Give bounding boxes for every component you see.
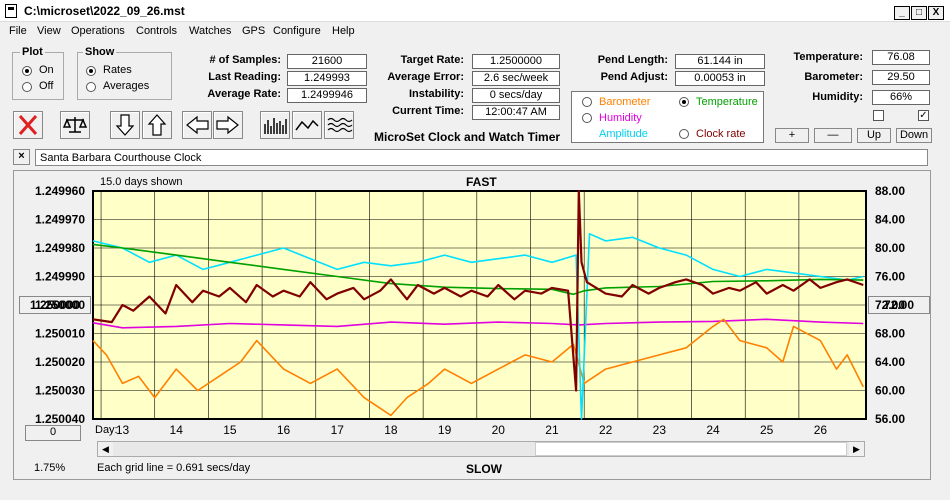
y-right-tick-label: 72.00 bbox=[875, 298, 905, 312]
y-right-tick-label: 56.00 bbox=[875, 412, 905, 426]
x-tick-label: 25 bbox=[760, 423, 774, 437]
y-left-tick-label: 1.249970 bbox=[35, 213, 85, 227]
y-left-tick-label: 1.250030 bbox=[35, 384, 85, 398]
y-left-tick-label: 1.250000 bbox=[35, 298, 85, 312]
y-left-tick-label: 1.249990 bbox=[35, 270, 85, 284]
y-left-tick-label: 1.249980 bbox=[35, 241, 85, 255]
x-tick-label: 15 bbox=[223, 423, 237, 437]
x-tick-label: 13 bbox=[116, 423, 130, 437]
y-left-tick-label: 1.249960 bbox=[35, 184, 85, 198]
y-right-tick-label: 84.00 bbox=[875, 213, 905, 227]
x-tick-label: 26 bbox=[814, 423, 828, 437]
y-left-tick-label: 1.250040 bbox=[35, 412, 85, 426]
y-right-tick-label: 64.00 bbox=[875, 355, 905, 369]
x-tick-label: 24 bbox=[706, 423, 720, 437]
x-tick-label: 21 bbox=[545, 423, 559, 437]
x-tick-label: 16 bbox=[277, 423, 291, 437]
x-tick-label: 20 bbox=[492, 423, 506, 437]
x-tick-label: 14 bbox=[170, 423, 184, 437]
x-tick-label: 23 bbox=[653, 423, 667, 437]
y-right-tick-label: 60.00 bbox=[875, 384, 905, 398]
y-left-tick-label: 1.250020 bbox=[35, 355, 85, 369]
y-right-tick-label: 88.00 bbox=[875, 184, 905, 198]
x-tick-label: 18 bbox=[384, 423, 398, 437]
x-tick-label: 22 bbox=[599, 423, 613, 437]
y-left-tick-label: 1.250010 bbox=[35, 327, 85, 341]
y-right-tick-label: 80.00 bbox=[875, 241, 905, 255]
x-tick-label: 17 bbox=[331, 423, 345, 437]
x-tick-label: 19 bbox=[438, 423, 452, 437]
y-right-tick-label: 68.00 bbox=[875, 327, 905, 341]
y-right-tick-label: 76.00 bbox=[875, 270, 905, 284]
